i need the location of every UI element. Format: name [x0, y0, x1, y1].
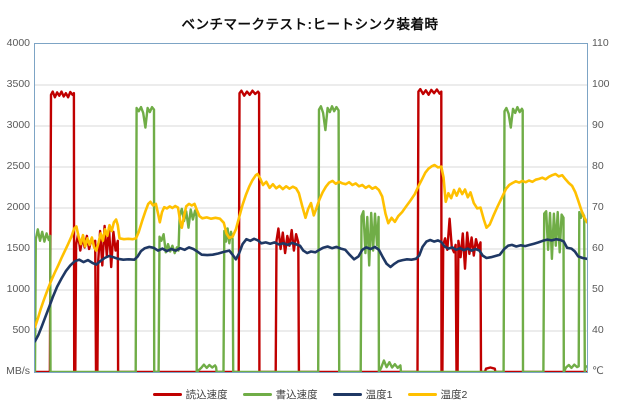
series-line-1	[35, 105, 587, 372]
legend-line-swatch	[407, 392, 437, 396]
y-axis-left: 4000 3500 3000 2500 2000 1500 1000 500 MB/s	[0, 0, 30, 405]
legend-item-0: 読込速度	[152, 387, 228, 402]
legend-item-2: 温度1	[332, 387, 393, 402]
legend-item-3: 温度2	[407, 387, 468, 402]
y-axis-left-label: MB/s	[6, 365, 30, 377]
y-axis-left-label: 3500	[6, 78, 30, 90]
series-line-2	[35, 237, 587, 343]
y-axis-right-label: 80	[592, 160, 604, 172]
legend-label: 温度2	[440, 388, 468, 401]
y-axis-right-label: 100	[592, 78, 610, 90]
y-axis-right-label: 60	[592, 242, 604, 254]
legend-line-swatch	[152, 392, 182, 396]
plot-svg	[35, 84, 587, 372]
chart-title: ベンチマークテスト:ヒートシンク装着時	[181, 17, 439, 32]
y-axis-left-label: 1500	[6, 242, 30, 254]
plot-area	[34, 43, 588, 373]
y-axis-left-label: 2000	[6, 201, 30, 213]
y-axis-right-label: 40	[592, 324, 604, 336]
y-axis-right-label: ℃	[592, 365, 604, 377]
y-axis-left-label: 1000	[6, 283, 30, 295]
legend-label: 読込速度	[185, 388, 228, 401]
y-axis-right-label: 90	[592, 119, 604, 131]
y-axis-right-label: 70	[592, 201, 604, 213]
y-axis-right: 110 100 90 80 70 60 50 40 ℃	[592, 0, 620, 405]
legend-label: 温度1	[365, 388, 393, 401]
legend-label: 書込速度	[275, 388, 318, 401]
legend-line-swatch	[242, 392, 272, 396]
legend-item-1: 書込速度	[242, 387, 318, 402]
y-axis-left-label: 4000	[6, 37, 30, 49]
y-axis-right-label: 110	[592, 37, 609, 49]
y-axis-left-label: 3000	[6, 119, 30, 131]
y-axis-right-label: 50	[592, 283, 604, 295]
legend: 読込速度 書込速度 温度1 温度2	[0, 385, 620, 403]
y-axis-left-label: 2500	[6, 160, 30, 172]
series-line-3	[35, 163, 587, 329]
y-axis-left-label: 500	[12, 324, 30, 336]
legend-line-swatch	[332, 392, 362, 396]
